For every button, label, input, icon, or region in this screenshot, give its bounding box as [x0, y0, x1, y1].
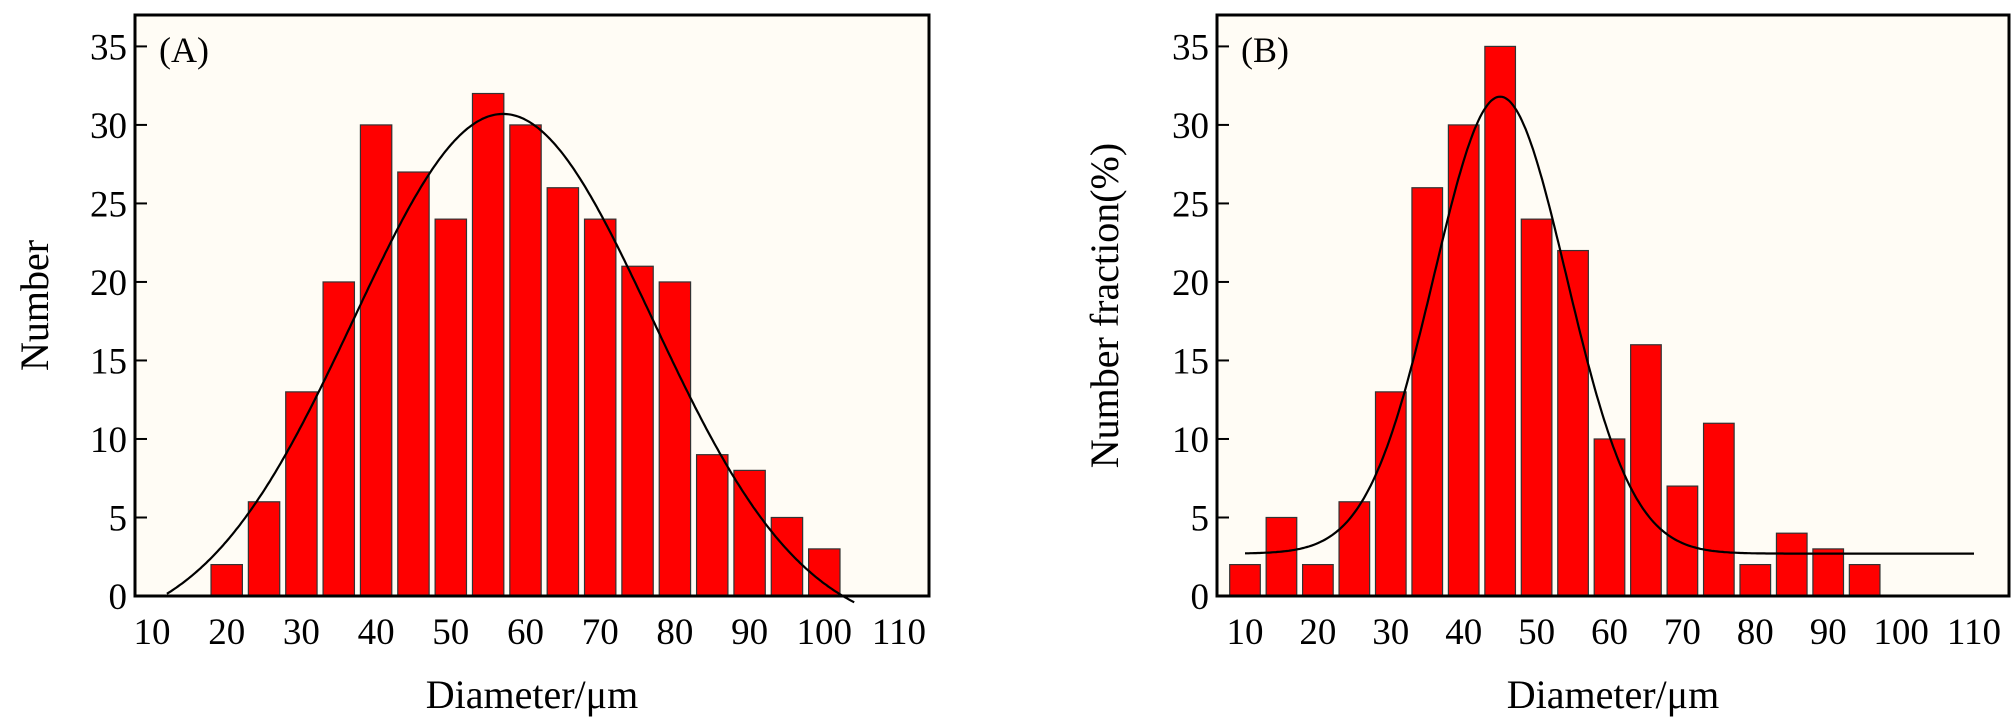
x-tick-label: 60	[1591, 612, 1628, 653]
x-tick-label: 50	[432, 612, 469, 653]
fit-curve	[166, 112, 855, 604]
bar	[808, 548, 841, 597]
bar	[1520, 218, 1553, 597]
bar	[210, 563, 243, 597]
bar	[1739, 563, 1772, 597]
y-axis-label: Number	[12, 240, 57, 371]
bar	[621, 265, 654, 597]
x-tick-label: 100	[1873, 612, 1929, 653]
y-tick-label: 35	[1172, 27, 1209, 68]
x-tick-label: 110	[872, 612, 926, 653]
y-tick-label: 30	[90, 106, 127, 147]
fit-curve	[1245, 95, 1974, 555]
bar	[546, 187, 580, 597]
x-tick-label: 80	[656, 612, 693, 653]
bar	[247, 501, 281, 597]
panel-label: (B)	[1241, 30, 1289, 70]
x-tick-label: 20	[1299, 612, 1336, 653]
y-tick-label: 25	[90, 184, 127, 225]
x-tick-label: 30	[283, 612, 320, 653]
bar	[770, 516, 804, 597]
y-tick-label: 20	[1172, 263, 1209, 304]
bar	[1411, 187, 1444, 597]
bar	[1301, 563, 1334, 597]
x-tick-label: 10	[134, 612, 171, 653]
y-tick-label: 0	[1191, 577, 1210, 618]
x-tick-label: 10	[1227, 612, 1264, 653]
y-tick-label: 10	[90, 420, 127, 461]
bar	[285, 391, 318, 597]
bar	[471, 92, 505, 597]
bar	[397, 171, 430, 597]
y-tick-label: 0	[109, 577, 128, 618]
bar	[733, 469, 766, 597]
panel-label: (A)	[159, 30, 209, 70]
x-tick-label: 20	[208, 612, 245, 653]
chart-panel-b: 0 5 10 15 20 25 30 35 10 20 30 40 50 60 70 80 90 100 110 Di…	[1082, 13, 2011, 717]
bar	[1812, 548, 1845, 597]
chart-panel-a: 0 5 10 15 20 25 30 35 10 20 30 40 50 60 70 80 90 100 110 Di…	[12, 13, 931, 717]
x-tick-label: 90	[731, 612, 768, 653]
bar	[1630, 344, 1662, 597]
y-tick-label: 35	[90, 27, 127, 68]
y-tick-label: 5	[1191, 498, 1210, 539]
y-tick-label: 10	[1172, 420, 1209, 461]
x-axis-label: Diameter/μm	[1507, 672, 1719, 717]
y-tick-label: 30	[1172, 106, 1209, 147]
y-tick-label: 15	[1172, 341, 1209, 382]
bar	[1702, 422, 1735, 597]
bar	[322, 281, 356, 597]
x-tick-label: 40	[1445, 612, 1482, 653]
bar	[359, 124, 393, 597]
bar	[1775, 532, 1808, 597]
plot-frame	[1215, 13, 2011, 598]
x-tick-label: 50	[1518, 612, 1555, 653]
bar	[1338, 501, 1371, 597]
bar	[1265, 516, 1298, 597]
x-tick-label: 80	[1737, 612, 1774, 653]
y-tick-label: 15	[90, 341, 127, 382]
x-tick-label: 40	[358, 612, 395, 653]
y-tick-label: 20	[90, 263, 127, 304]
bar	[1229, 563, 1261, 597]
bar	[509, 124, 542, 597]
x-tick-label: 90	[1810, 612, 1847, 653]
bar	[1374, 391, 1407, 597]
x-tick-label: 70	[582, 612, 619, 653]
x-tick-label: 110	[1947, 612, 2001, 653]
x-tick-label: 100	[797, 612, 853, 653]
bar	[434, 218, 468, 597]
bar	[1484, 45, 1517, 597]
bar	[583, 218, 617, 597]
plot-frame	[133, 13, 931, 598]
x-tick-label: 60	[507, 612, 544, 653]
y-tick-label: 5	[109, 498, 128, 539]
bar	[658, 281, 692, 597]
bar	[695, 454, 729, 597]
y-axis-label: Number fraction(%)	[1082, 143, 1127, 468]
bar	[1848, 563, 1881, 597]
x-axis-label: Diameter/μm	[426, 672, 638, 717]
bar	[1666, 485, 1699, 597]
x-tick-label: 70	[1664, 612, 1701, 653]
x-tick-label: 30	[1372, 612, 1409, 653]
y-tick-label: 25	[1172, 184, 1209, 225]
